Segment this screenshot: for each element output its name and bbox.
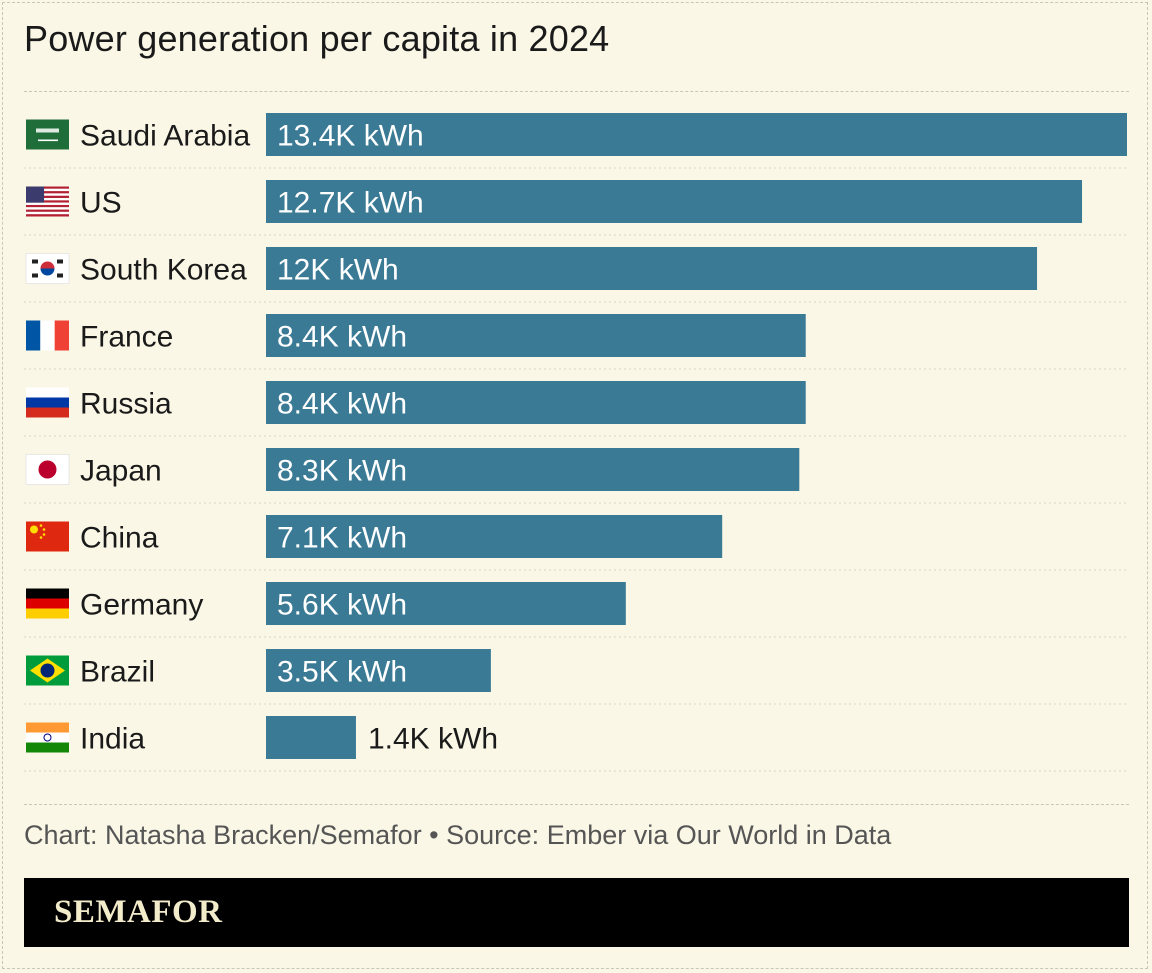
bar (266, 448, 800, 491)
japan-flag-icon (25, 454, 70, 485)
source-credit: Chart: Natasha Bracken/Semafor • Source:… (24, 820, 892, 850)
south-korea-flag-icon (25, 253, 70, 284)
data-label: 12.7K kWh (277, 187, 424, 220)
data-label: 5.6K kWh (277, 589, 407, 622)
data-label: 8.3K kWh (277, 455, 407, 488)
russia-flag-icon (26, 387, 69, 418)
bar-chart: Saudi Arabia 13.4K kWh US 12.7K kWh South Ko… (24, 113, 1129, 772)
brand-bar: SEMAFOR (24, 878, 1129, 947)
bar (266, 649, 491, 692)
data-label: 8.4K kWh (277, 321, 407, 354)
category-label: Saudi Arabia (80, 120, 250, 153)
saudi-arabia-flag-icon (26, 119, 69, 150)
bar (266, 582, 626, 625)
data-label: 7.1K kWh (277, 522, 407, 555)
china-flag-icon (26, 521, 69, 552)
category-label: US (80, 187, 122, 220)
germany-flag-icon (26, 588, 69, 619)
data-label: 8.4K kWh (277, 388, 407, 421)
data-label: 1.4K kWh (368, 723, 498, 756)
category-label: Japan (80, 455, 162, 488)
bar (266, 716, 356, 759)
category-label: India (80, 723, 145, 756)
category-label: Germany (80, 589, 203, 622)
us-flag-icon (26, 186, 69, 217)
bar (266, 314, 806, 357)
category-label: France (80, 321, 173, 354)
category-label: Russia (80, 388, 172, 421)
bar (266, 515, 723, 558)
france-flag-icon (26, 320, 69, 351)
data-label: 12K kWh (277, 254, 399, 287)
category-label: Brazil (80, 656, 155, 689)
footer-divider (24, 804, 1129, 805)
category-label: South Korea (80, 254, 247, 287)
bar (266, 113, 1127, 156)
bar (266, 247, 1038, 290)
india-flag-icon (26, 722, 69, 753)
data-label: 3.5K kWh (277, 656, 407, 689)
data-label: 13.4K kWh (277, 120, 424, 153)
brazil-flag-icon (26, 655, 69, 686)
chart-title: Power generation per capita in 2024 (24, 18, 610, 59)
category-label: China (80, 522, 159, 555)
bar (266, 180, 1083, 223)
bar (266, 381, 806, 424)
semafor-logo: SEMAFOR (54, 894, 223, 930)
title-divider (24, 91, 1129, 92)
